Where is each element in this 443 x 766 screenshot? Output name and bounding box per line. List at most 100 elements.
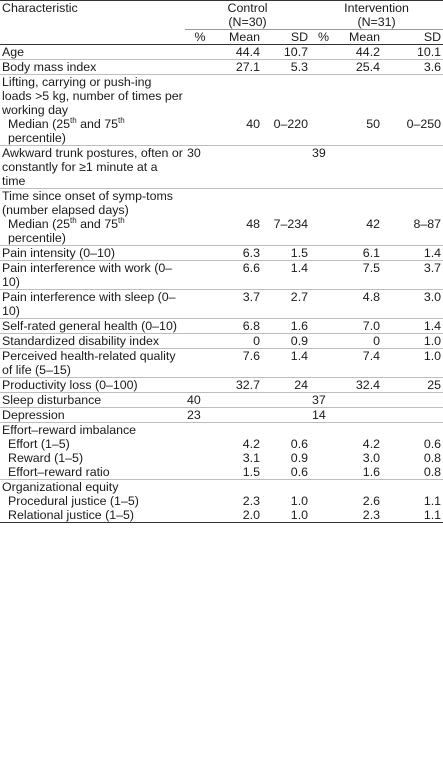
cell-intervention-sd	[382, 479, 443, 494]
cell-control-sd: 10.7	[283, 45, 309, 59]
cell-intervention-pct: 14	[310, 407, 338, 423]
table-row: Pain intensity (0–10) 6.3 1.5 6.1 1.4	[0, 245, 443, 261]
table-row: Awkward trunk postures, often or constan…	[0, 145, 443, 189]
cell-intervention-sd	[382, 392, 443, 408]
cell-intervention-sd: 3.0	[382, 289, 443, 319]
cell-intervention-sd	[382, 422, 443, 437]
cell-control-pct: 40	[185, 392, 215, 408]
cell-control-pct	[185, 377, 215, 393]
cell-control-mean	[215, 392, 262, 408]
table-row: Procedural justice (1–5) 2.3 1.0 2.6 1.1	[0, 494, 443, 508]
cell-intervention-sd: 10.1	[416, 45, 442, 59]
cell-intervention-sd: 8–87	[413, 217, 442, 231]
cell-intervention-pct	[310, 217, 337, 246]
header-intervention-n: (N=31)	[357, 15, 396, 29]
cell-control-sd: 1.4	[262, 348, 311, 378]
cell-intervention-mean: 0	[337, 333, 383, 349]
cell-intervention-mean	[337, 479, 383, 494]
cell-intervention-mean: 1.6	[362, 465, 381, 479]
cell-control-pct	[185, 465, 215, 480]
cell-intervention-sd	[382, 74, 443, 117]
cell-control-mean: 6.3	[215, 245, 262, 261]
row-label: Standardized disability index	[0, 333, 185, 349]
header-control-pct: %	[185, 29, 215, 45]
table-row: Pain interference with work (0–10) 6.6 1.4…	[0, 260, 443, 290]
cell-intervention-sd: 1.1	[382, 508, 443, 523]
cell-intervention-sd	[382, 145, 443, 189]
table-row: Depression 23 14	[0, 407, 443, 423]
row-label: Time since onset of symp-toms (number el…	[0, 188, 185, 217]
cell-control-mean: 40	[246, 117, 260, 131]
cell-control-pct	[185, 422, 215, 437]
row-label: Age	[2, 45, 25, 59]
cell-intervention-sd	[382, 188, 443, 217]
cell-control-sd: 2.7	[262, 289, 311, 319]
cell-control-sd	[262, 422, 311, 437]
cell-control-mean: 44.4	[235, 45, 260, 59]
cell-intervention-pct	[310, 333, 338, 349]
header-intervention-pct: %	[310, 29, 338, 45]
header-control-group: Control (N=30)	[185, 0, 311, 30]
cell-intervention-mean: 7.5	[337, 260, 383, 290]
row-label: Pain interference with work (0–10)	[0, 260, 185, 290]
row-label: Awkward trunk postures, often or constan…	[0, 145, 185, 189]
header-intervention-group: Intervention (N=31)	[310, 0, 443, 30]
cell-control-sd	[262, 407, 311, 423]
cell-control-sd	[262, 188, 311, 217]
cell-intervention-sd: 1.0	[382, 333, 443, 349]
table-row: Effort (1–5) 4.2 0.6 4.2 0.6	[0, 437, 443, 451]
table-row: Effort–reward ratio 1.5 0.6 1.6 0.8	[0, 465, 443, 480]
row-label: Reward (1–5)	[8, 451, 84, 465]
cell-control-mean: 6.8	[215, 318, 262, 334]
header-intervention-sd: SD	[382, 29, 443, 45]
row-label: Perceived health-related quality of life…	[0, 348, 185, 378]
header-intervention: Intervention	[344, 1, 409, 15]
cell-intervention-pct: 37	[310, 392, 338, 408]
cell-intervention-sd: 0.6	[423, 437, 442, 451]
table-row: Organizational equity	[0, 479, 443, 494]
header-characteristic: Characteristic	[0, 0, 185, 30]
row-label: Pain interference with sleep (0–10)	[0, 289, 185, 319]
cell-control-sd: 1.0	[262, 508, 311, 523]
cell-control-sd: 1.5	[262, 245, 311, 261]
header-control: Control	[227, 1, 268, 15]
table-row: Median (25th and 75th percentile) 48 7–234…	[0, 216, 443, 246]
cell-intervention-sd: 0.8	[423, 451, 442, 465]
cell-intervention-mean: 44.2	[355, 45, 381, 59]
cell-intervention-pct	[310, 437, 337, 451]
cell-intervention-mean: 4.2	[362, 437, 381, 451]
cell-control-mean: 2.0	[215, 508, 262, 523]
cell-intervention-mean: 3.0	[362, 451, 381, 465]
cell-control-sd: 1.6	[262, 318, 311, 334]
cell-control-mean	[215, 407, 262, 423]
row-label: Depression	[0, 407, 185, 423]
table-row: Perceived health-related quality of life…	[0, 348, 443, 378]
cell-control-pct	[185, 333, 215, 349]
cell-control-pct	[185, 508, 215, 523]
cell-intervention-mean: 50	[366, 117, 381, 131]
table-row: Self-rated general health (0–10) 6.8 1.6 7.…	[0, 318, 443, 334]
row-label: Sleep disturbance	[0, 392, 185, 408]
table-row: Age 44.4 10.7 44.2 10.1	[0, 45, 443, 60]
cell-control-sd: 1.0	[290, 494, 309, 508]
cell-intervention-mean: 7.4	[337, 348, 383, 378]
cell-intervention-pct	[310, 117, 337, 146]
cell-control-mean	[215, 188, 262, 217]
table-row: Sleep disturbance 40 37	[0, 392, 443, 408]
cell-control-sd: 5.3	[262, 59, 311, 75]
cell-intervention-pct	[310, 74, 338, 117]
row-label: Lifting, carrying or push-ing loads >5 k…	[0, 74, 185, 117]
cell-intervention-mean: 4.8	[337, 289, 383, 319]
cell-control-pct	[185, 74, 215, 117]
cell-intervention-mean	[337, 188, 383, 217]
table-row: Body mass index 27.1 5.3 25.4 3.6	[0, 59, 443, 75]
cell-intervention-pct: 39	[310, 145, 338, 189]
row-label: Self-rated general health (0–10)	[0, 318, 185, 334]
cell-control-mean: 0	[215, 333, 262, 349]
cell-control-pct	[185, 318, 215, 334]
cell-intervention-pct	[310, 318, 338, 334]
row-label: Effort–reward imbalance	[0, 422, 185, 437]
table-row: Standardized disability index 0 0.9 0 1.0	[0, 333, 443, 349]
cell-control-pct	[185, 348, 215, 378]
table-row: Median (25th and 75th percentile) 40 0–220…	[0, 116, 443, 146]
